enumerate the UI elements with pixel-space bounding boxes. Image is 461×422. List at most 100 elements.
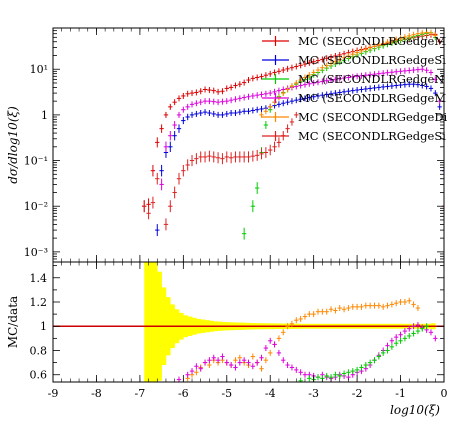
legend-label: MC (SECONDLRGedgeSi [298,129,446,143]
data-point [285,65,290,72]
data-point [246,108,251,115]
ratio-point [241,357,247,364]
data-point [172,121,177,129]
ratio-point [420,325,425,332]
data-point [228,152,234,164]
data-point [194,89,199,96]
data-point [372,43,377,50]
data-point [189,90,195,97]
data-point [354,73,360,80]
x-tick-label: -9 [48,387,59,400]
data-point [185,113,190,121]
data-point [233,110,238,117]
main-series-5 [259,29,438,118]
ratio-point [276,335,282,342]
data-point [255,74,260,81]
data-point [211,98,216,105]
ratio-panel-axes: 0.6 0.8 1 1.2 1.4 -9 -8 -7 -6 -5 -4 -3 -2 -1 0 [30,262,448,400]
ratio-point [394,340,399,347]
data-point [407,67,412,74]
ratio-point [298,315,303,322]
y-tick-label: 10⁻² [24,200,48,213]
data-point [207,87,212,94]
data-point [320,56,325,63]
ratio-point [237,359,242,366]
data-point [215,111,221,118]
data-point [359,47,364,54]
ratio-point [389,343,395,350]
ratio-point [263,357,269,364]
data-point [307,59,312,66]
ratio-point [359,303,364,310]
data-point [259,148,264,160]
data-point [224,110,229,117]
data-point [172,99,177,106]
ratio-point [289,320,295,327]
data-point [181,92,186,99]
data-point [328,90,334,97]
data-point [250,107,256,114]
data-point [237,109,242,116]
ratio-point [376,353,382,360]
data-point [268,144,273,156]
ratio-y-tick-label: 1.4 [30,272,48,285]
y-tick-label: 10¹ [30,63,48,76]
data-point [176,111,182,118]
y-tick-label: 1 [41,109,48,122]
data-point [328,77,334,84]
data-point [150,196,156,209]
ratio-y-tick-label: 0.6 [30,369,48,382]
data-point [294,111,299,118]
data-point [228,84,234,91]
data-point [311,79,316,86]
data-point [233,151,238,163]
data-point [155,137,160,148]
ratio-point [372,302,377,309]
data-point [328,54,334,61]
data-point [268,70,273,77]
data-point [276,87,282,94]
data-point [298,82,303,89]
data-point [289,118,295,126]
main-panel-y-axis-title: dσ/dlog10(ξ) [6,106,20,184]
data-point [294,79,299,86]
data-point [176,172,182,185]
data-point [250,200,256,213]
data-point [202,151,208,163]
data-point [198,88,203,95]
data-point [437,103,442,110]
ratio-point [424,323,429,330]
data-point [220,98,225,105]
data-point [415,81,421,88]
ratio-point [294,366,299,373]
legend-label: MC (SECONDLRGedgeSi [298,53,446,67]
ratio-point [220,353,225,360]
data-point [337,75,342,82]
data-point [307,80,312,87]
data-point [407,81,412,88]
data-point [315,57,321,64]
data-point [294,63,299,70]
data-point [181,164,186,177]
data-point [354,87,360,94]
ratio-point [255,359,260,366]
data-point [241,227,247,240]
ratio-point [311,311,316,318]
data-point [389,69,395,76]
data-point [367,71,373,78]
data-point [328,60,334,67]
data-point [272,88,277,95]
data-point [398,68,403,75]
ratio-point [402,328,408,335]
data-point [224,151,229,163]
data-point [324,77,329,84]
data-point [411,81,416,88]
data-point [202,86,208,93]
ratio-point [363,362,368,369]
data-point [420,82,425,89]
x-tick-label: -7 [135,387,146,400]
ratio-point [302,371,308,378]
data-point [185,103,190,110]
data-point [324,62,329,69]
data-point [194,153,199,165]
